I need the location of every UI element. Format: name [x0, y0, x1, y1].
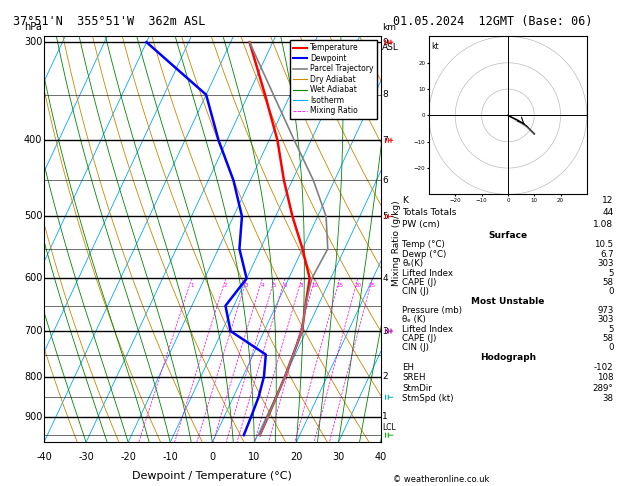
Text: 600: 600 [24, 274, 42, 283]
Text: CIN (J): CIN (J) [403, 343, 429, 352]
Text: CAPE (J): CAPE (J) [403, 334, 437, 343]
Text: 10: 10 [248, 452, 260, 462]
Text: 10: 10 [311, 282, 318, 288]
Text: 25: 25 [369, 282, 376, 288]
Text: Dewpoint / Temperature (°C): Dewpoint / Temperature (°C) [132, 470, 292, 481]
Text: 400: 400 [24, 135, 42, 145]
Text: StmDir: StmDir [403, 383, 432, 393]
Text: 5: 5 [382, 212, 388, 221]
Text: -10: -10 [162, 452, 178, 462]
Text: Surface: Surface [488, 231, 528, 240]
Text: 0: 0 [608, 287, 613, 296]
Text: 700: 700 [24, 326, 42, 336]
Text: 37°51'N  355°51'W  362m ASL: 37°51'N 355°51'W 362m ASL [13, 15, 205, 28]
Text: hPa: hPa [25, 22, 42, 33]
Text: θₑ(K): θₑ(K) [403, 259, 423, 268]
Text: 289°: 289° [593, 383, 613, 393]
Text: 8: 8 [300, 282, 303, 288]
Text: 2: 2 [382, 372, 388, 381]
Text: 108: 108 [597, 373, 613, 382]
Text: 38: 38 [603, 394, 613, 403]
Text: 8: 8 [382, 90, 388, 99]
Text: 5: 5 [608, 325, 613, 333]
Text: 30: 30 [332, 452, 345, 462]
Text: 300: 300 [24, 37, 42, 47]
Text: -30: -30 [78, 452, 94, 462]
Text: CAPE (J): CAPE (J) [403, 278, 437, 287]
Text: K: K [403, 196, 408, 205]
Text: 0: 0 [209, 452, 215, 462]
Text: 58: 58 [603, 278, 613, 287]
Text: LCL: LCL [382, 423, 396, 433]
Text: 303: 303 [597, 315, 613, 324]
Legend: Temperature, Dewpoint, Parcel Trajectory, Dry Adiabat, Wet Adiabat, Isotherm, Mi: Temperature, Dewpoint, Parcel Trajectory… [291, 40, 377, 119]
Text: 44: 44 [603, 208, 613, 217]
Text: 500: 500 [24, 211, 42, 221]
Text: © weatheronline.co.uk: © weatheronline.co.uk [393, 474, 489, 484]
Text: 12: 12 [602, 196, 613, 205]
Text: -20: -20 [120, 452, 136, 462]
Text: 1: 1 [190, 282, 194, 288]
Text: Totals Totals: Totals Totals [403, 208, 457, 217]
Text: 9: 9 [382, 38, 388, 47]
Text: Pressure (mb): Pressure (mb) [403, 306, 462, 315]
Text: EH: EH [403, 363, 415, 372]
Text: 4: 4 [260, 282, 264, 288]
Text: 800: 800 [24, 372, 42, 382]
Text: CIN (J): CIN (J) [403, 287, 429, 296]
Text: Dewp (°C): Dewp (°C) [403, 250, 447, 259]
Text: StmSpd (kt): StmSpd (kt) [403, 394, 454, 403]
Text: 4: 4 [382, 274, 388, 283]
Text: 15: 15 [336, 282, 343, 288]
Text: PW (cm): PW (cm) [403, 220, 440, 229]
Text: 0: 0 [608, 343, 613, 352]
Text: 3: 3 [382, 327, 388, 335]
Text: 900: 900 [24, 412, 42, 422]
Text: 1.08: 1.08 [593, 220, 613, 229]
Text: SREH: SREH [403, 373, 426, 382]
Text: 2: 2 [224, 282, 228, 288]
Text: -102: -102 [594, 363, 613, 372]
Text: 20: 20 [290, 452, 303, 462]
Text: Hodograph: Hodograph [480, 353, 536, 362]
Text: Mixing Ratio (g/kg): Mixing Ratio (g/kg) [392, 200, 401, 286]
Text: 5: 5 [608, 269, 613, 278]
Text: 1: 1 [382, 412, 388, 421]
Text: θₑ (K): θₑ (K) [403, 315, 426, 324]
Text: 5: 5 [273, 282, 276, 288]
Text: Lifted Index: Lifted Index [403, 325, 454, 333]
Text: 01.05.2024  12GMT (Base: 06): 01.05.2024 12GMT (Base: 06) [393, 15, 593, 28]
Text: Lifted Index: Lifted Index [403, 269, 454, 278]
Text: 973: 973 [597, 306, 613, 315]
Text: 7: 7 [382, 136, 388, 145]
Text: kt: kt [431, 42, 439, 51]
Text: 20: 20 [354, 282, 361, 288]
Text: ASL: ASL [382, 43, 399, 52]
Text: 303: 303 [597, 259, 613, 268]
Text: Temp (°C): Temp (°C) [403, 241, 445, 249]
Text: -40: -40 [36, 452, 52, 462]
Text: 6: 6 [283, 282, 287, 288]
Text: 58: 58 [603, 334, 613, 343]
Text: 6: 6 [382, 176, 388, 185]
Text: 3: 3 [245, 282, 248, 288]
Text: 6.7: 6.7 [600, 250, 613, 259]
Text: Most Unstable: Most Unstable [471, 296, 545, 306]
Text: km: km [382, 23, 396, 33]
Text: 10.5: 10.5 [594, 241, 613, 249]
Text: 40: 40 [374, 452, 387, 462]
